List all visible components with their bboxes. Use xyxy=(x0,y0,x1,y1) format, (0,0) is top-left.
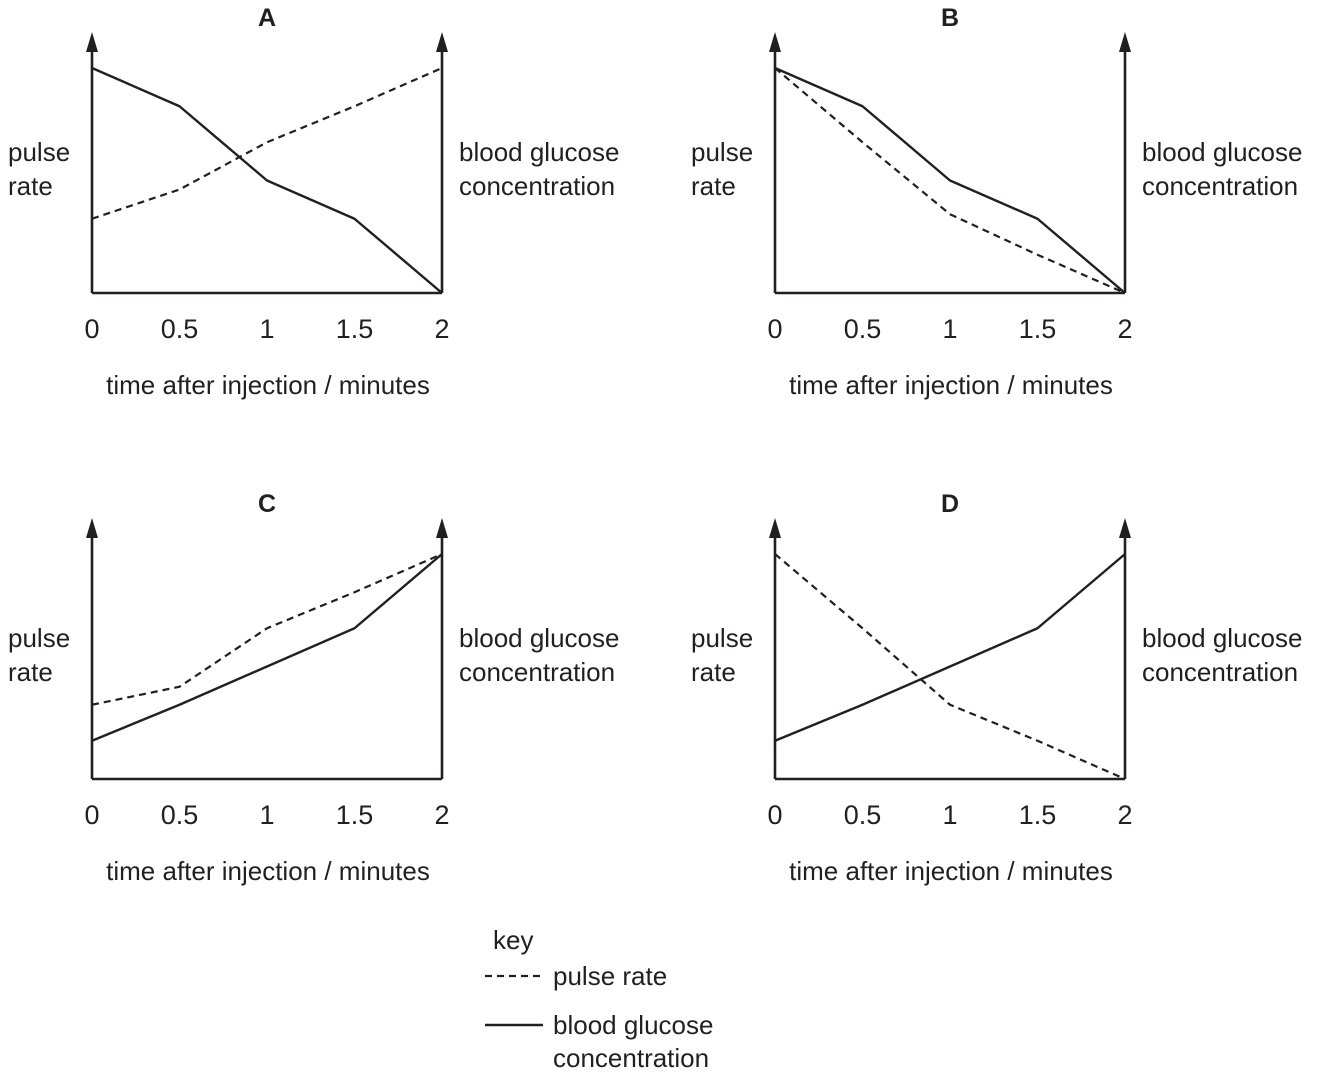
panel-a-x-tick-label: 1 xyxy=(259,314,274,344)
panel-a-right-y-label: concentration xyxy=(459,171,615,201)
panel-b-x-tick-label: 2 xyxy=(1117,314,1132,344)
panel-b-x-tick-label: 1 xyxy=(942,314,957,344)
panel-a-x-tick-label: 1.5 xyxy=(336,314,374,344)
panel-c-right-axis-arrow-icon xyxy=(436,518,448,538)
panel-c-right-y-label: concentration xyxy=(459,657,615,687)
panel-d-left-axis-arrow-icon xyxy=(769,518,781,538)
panel-b-left-y-label: rate xyxy=(691,171,736,201)
panel-b-left-y-label: pulse xyxy=(691,137,753,167)
panel-c-x-tick-label: 1 xyxy=(259,800,274,830)
panel-c-x-tick-label: 2 xyxy=(434,800,449,830)
panel-b-x-tick-label: 0.5 xyxy=(844,314,882,344)
panel-c-x-tick-label: 1.5 xyxy=(336,800,374,830)
panel-c-x-axis-label: time after injection / minutes xyxy=(106,856,430,886)
panel-a-blood-glucose-line xyxy=(91,66,443,294)
key-heading: key xyxy=(493,925,533,955)
panel-d-blood-glucose-line xyxy=(774,553,1126,742)
panel-d-x-tick-label: 1.5 xyxy=(1019,800,1057,830)
panel-a-x-tick-label: 0.5 xyxy=(161,314,199,344)
panel-b-right-y-label: blood glucose xyxy=(1142,137,1302,167)
panel-a-left-axis-arrow-icon xyxy=(86,32,98,52)
panel-d-left-y-label: rate xyxy=(691,657,736,687)
panel-d-right-axis-arrow-icon xyxy=(1119,518,1131,538)
panel-b-blood-glucose-line xyxy=(774,66,1126,294)
panel-b-pulse-rate-line xyxy=(774,67,1126,295)
panel-c-left-axis-arrow-icon xyxy=(86,518,98,538)
key: key pulse rate blood glucose concentrati… xyxy=(485,925,713,1073)
panel-c-title: C xyxy=(258,490,276,518)
panel-b-x-axis-label: time after injection / minutes xyxy=(789,370,1113,400)
panel-d-title: D xyxy=(941,490,959,518)
panel-b-right-y-label: concentration xyxy=(1142,171,1298,201)
panel-a-x-axis-label: time after injection / minutes xyxy=(106,370,430,400)
panel-d-x-tick-label: 0.5 xyxy=(844,800,882,830)
panel-c-pulse-rate-line xyxy=(91,552,443,706)
panel-a-x-tick-label: 2 xyxy=(434,314,449,344)
panel-c-x-tick-label: 0 xyxy=(84,800,99,830)
key-blood-glucose-label-line2: concentration xyxy=(553,1043,709,1073)
panel-a-left-y-label: pulse xyxy=(8,137,70,167)
panel-a-title: A xyxy=(258,4,276,32)
panel-b-right-axis-arrow-icon xyxy=(1119,32,1131,52)
panel-c-left-y-label: pulse xyxy=(8,623,70,653)
panel-b-left-axis-arrow-icon xyxy=(769,32,781,52)
panel-d-right-y-label: concentration xyxy=(1142,657,1298,687)
panel-c-blood-glucose-line xyxy=(91,553,443,742)
panel-d-left-y-label: pulse xyxy=(691,623,753,653)
panel-d-x-tick-label: 1 xyxy=(942,800,957,830)
panel-b-title: B xyxy=(941,4,959,32)
panel-c-right-y-label: blood glucose xyxy=(459,623,619,653)
panel-c-x-tick-label: 0.5 xyxy=(161,800,199,830)
panel-a-right-y-label: blood glucose xyxy=(459,137,619,167)
panel-d-x-tick-label: 0 xyxy=(767,800,782,830)
panel-c-left-y-label: rate xyxy=(8,657,53,687)
panel-d-right-y-label: blood glucose xyxy=(1142,623,1302,653)
panel-b-x-tick-label: 1.5 xyxy=(1019,314,1057,344)
panel-d-x-tick-label: 2 xyxy=(1117,800,1132,830)
panel-d-pulse-rate-line xyxy=(774,553,1126,781)
panel-a-right-axis-arrow-icon xyxy=(436,32,448,52)
panel-a-left-y-label: rate xyxy=(8,171,53,201)
panel-d-x-axis-label: time after injection / minutes xyxy=(789,856,1113,886)
panel-b-x-tick-label: 0 xyxy=(767,314,782,344)
panel-a-pulse-rate-line xyxy=(91,66,443,220)
key-pulse-rate-label: pulse rate xyxy=(553,961,667,991)
panel-a-x-tick-label: 0 xyxy=(84,314,99,344)
key-blood-glucose-label-line1: blood glucose xyxy=(553,1010,713,1040)
